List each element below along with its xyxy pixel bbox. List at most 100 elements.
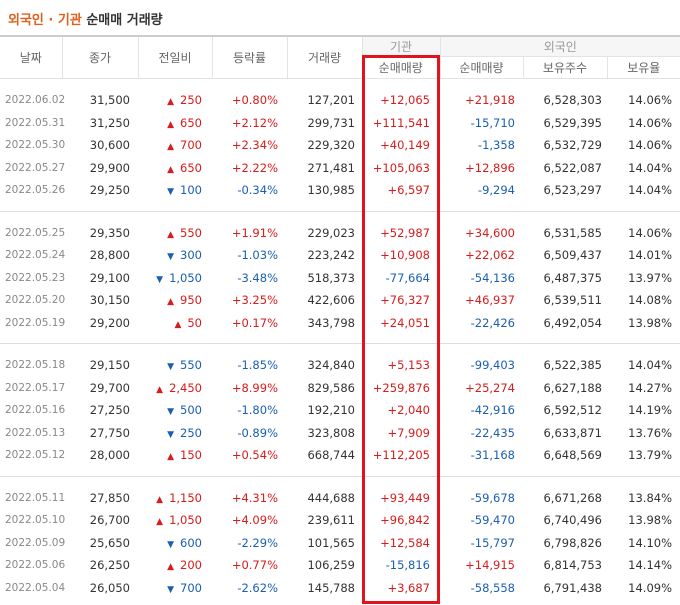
cell-text: 50 [187, 315, 202, 330]
cell: +4.09% [212, 509, 287, 532]
cell: ▲ 50 [138, 312, 212, 335]
data-row: 2022.05.09 25,650 ▼ 600 -2.29% 101,565 +12,584… [0, 532, 680, 555]
cell: +40,149 [362, 134, 440, 157]
cell-text: 27,250 [89, 403, 130, 418]
cell-text: 30,600 [89, 138, 130, 153]
cell: 2022.05.16 [0, 399, 66, 422]
cell: 2022.05.06 [0, 554, 65, 577]
cell: -1.85% [212, 354, 287, 377]
column-header: 순매매량 [439, 56, 523, 79]
cell-text: -1.85% [237, 358, 278, 373]
cell: 106,259 [287, 554, 362, 577]
cell-text: 14.06% [628, 115, 673, 130]
cell: +34,600 [440, 222, 523, 245]
cell: 2022.05.04 [0, 577, 66, 600]
cell-text: 14.04% [628, 183, 673, 198]
cell-text: -22,435 [470, 425, 515, 440]
cell: 343,798 [287, 312, 362, 335]
cell: 422,606 [287, 289, 362, 312]
cell-text: 14.27% [628, 380, 673, 395]
cell-text: +3.25% [231, 293, 278, 308]
cell-text: -1.80% [237, 403, 278, 418]
change-arrow: ▲ [167, 142, 175, 153]
change-arrow: ▼ [167, 407, 175, 418]
cell: 323,808 [287, 422, 362, 445]
cell-text: -3.48% [237, 270, 278, 285]
cell-text: 2022.05.10 [5, 514, 66, 527]
cell: 192,210 [287, 399, 362, 422]
cell: ▼ 500 [138, 399, 212, 422]
cell-text: 14.14% [628, 558, 673, 573]
data-row: 2022.05.12 28,000 ▲ 150 +0.54% 668,744 +112,20… [0, 444, 680, 467]
spacer [0, 201, 680, 222]
cell-text: 2022.05.16 [5, 404, 66, 417]
cell-text: -59,678 [470, 490, 515, 505]
cell-text: 101,565 [307, 535, 355, 550]
cell-text: 300 [180, 248, 202, 263]
cell: 13.76% [607, 422, 680, 445]
cell-text: 2022.05.31 [5, 116, 66, 129]
column-header: 보유주수 [522, 56, 607, 79]
cell: +0.54% [212, 444, 287, 467]
cell: +12,065 [362, 89, 440, 112]
cell: ▲ 2,450 [138, 377, 212, 400]
cell-text: 26,250 [89, 558, 130, 573]
change-arrow: ▼ [167, 584, 175, 595]
cell: 444,688 [287, 487, 362, 510]
cell-text: 13.98% [628, 513, 673, 528]
cell: 2022.05.24 [0, 244, 65, 267]
cell: +6,597 [362, 179, 440, 202]
cell: 14.04% [607, 157, 680, 180]
cell-text: 14.04% [628, 358, 673, 373]
cell: -1.03% [212, 244, 287, 267]
cell: ▲ 1,050 [138, 509, 212, 532]
cell: 271,481 [287, 157, 362, 180]
cell-text: -15,816 [385, 558, 430, 573]
cell-text: 550 [180, 358, 202, 373]
cell-text: 6,627,188 [543, 380, 602, 395]
change-arrow: ▼ [167, 429, 175, 440]
cell: +105,063 [362, 157, 440, 180]
cell-text: 6,487,375 [543, 270, 602, 285]
cell-text: 192,210 [307, 403, 355, 418]
cell: 2022.05.13 [0, 422, 65, 445]
cell-text: +105,063 [372, 160, 430, 175]
title-text: 순매매 거래량 [86, 13, 163, 28]
cell-text: 2022.05.04 [5, 581, 66, 594]
cell: -15,797 [440, 532, 523, 555]
column-header: 순매매량 [362, 56, 440, 79]
cell: 6,492,054 [523, 312, 607, 335]
change-arrow: ▲ [167, 119, 175, 130]
data-row: 2022.05.30 30,600 ▲ 700 +2.34% 229,320 +40,149… [0, 134, 680, 157]
cell-text: -22,426 [470, 315, 515, 330]
cell: 130,985 [287, 179, 362, 202]
cell: 27,250 [62, 399, 138, 422]
cell-text: 1,050 [169, 270, 202, 285]
cell: -15,710 [440, 112, 523, 135]
cell: ▲ 200 [138, 554, 212, 577]
cell-text: 6,791,438 [543, 580, 602, 595]
column-header: 날짜 [0, 35, 62, 79]
cell-text: 239,611 [307, 513, 355, 528]
cell-text: 250 [180, 425, 202, 440]
header-row: 날짜 종가 전일비 등락률 거래량 기관 외국인 [0, 35, 680, 79]
cell-text: 27,750 [89, 425, 130, 440]
data-row: 2022.05.16 27,250 ▼ 500 -1.80% 192,210 +2,040 -… [0, 399, 680, 422]
cell: 2022.06.02 [0, 89, 65, 112]
cell-text: -1.03% [237, 248, 278, 263]
cell-text: +2,040 [387, 403, 430, 418]
cell-text: 31,250 [89, 115, 130, 130]
cell-text: 518,373 [307, 270, 355, 285]
cell-text: 6,671,268 [543, 490, 602, 505]
column-header: 종가 [61, 35, 138, 79]
cell-text: +12,065 [380, 93, 430, 108]
cell-text: +14,915 [465, 558, 515, 573]
cell: +24,051 [362, 312, 440, 335]
cell-text: +25,274 [465, 380, 515, 395]
cell-text: 650 [180, 115, 202, 130]
cell-text: 6,798,826 [543, 535, 602, 550]
cell-text: 25,650 [89, 535, 130, 550]
cell: +14,915 [440, 554, 523, 577]
cell-text: 2022.05.26 [5, 184, 66, 197]
group-header: 기관 [361, 35, 440, 57]
